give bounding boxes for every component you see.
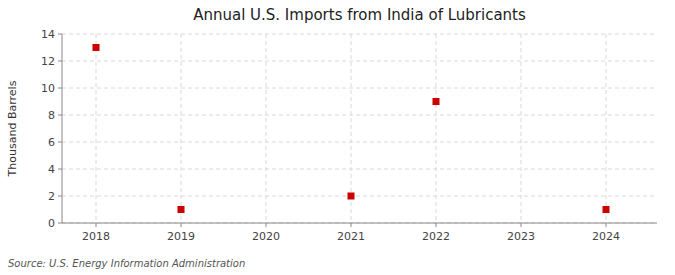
y-tick-label: 2 <box>48 190 55 203</box>
y-tick-label: 4 <box>48 163 55 176</box>
x-grid-line <box>266 34 267 223</box>
x-tick <box>266 223 267 227</box>
x-tick-label: 2023 <box>507 230 535 243</box>
y-tick-label: 8 <box>48 109 55 122</box>
y-tick <box>58 88 62 89</box>
y-tick <box>58 196 62 197</box>
x-tick <box>96 223 97 227</box>
y-tick-label: 12 <box>41 55 55 68</box>
y-axis-line <box>62 34 63 223</box>
grid <box>62 34 657 223</box>
x-tick <box>436 223 437 227</box>
y-tick <box>58 223 62 224</box>
y-tick <box>58 169 62 170</box>
x-grid-line <box>181 34 182 223</box>
y-tick <box>58 34 62 35</box>
source: Source: U.S. Energy Information Administ… <box>8 258 245 269</box>
x-tick-label: 2020 <box>252 230 280 243</box>
x-tick <box>351 223 352 227</box>
chart-svg: 2018 2019 2020 2021 2022 2023 2024 0 2 4 6 8 10 12 14 A… <box>0 0 675 275</box>
title: Annual U.S. Imports from India of Lubric… <box>193 6 526 24</box>
x-tick <box>181 223 182 227</box>
point <box>603 206 610 213</box>
y-grid-line <box>62 115 657 116</box>
y-tick <box>58 61 62 62</box>
y-grid-line <box>62 88 657 89</box>
y-axis-label: Thousand Barrels <box>6 80 19 177</box>
y-tick <box>58 115 62 116</box>
y-grid-line <box>62 196 657 197</box>
y-grid-line <box>62 169 657 170</box>
y-grid-line <box>62 34 657 35</box>
x-tick-label: 2018 <box>82 230 110 243</box>
x-tick-label: 2019 <box>167 230 195 243</box>
x-tick-label: 2022 <box>422 230 450 243</box>
x-tick <box>521 223 522 227</box>
point <box>93 44 100 51</box>
y-tick-label: 14 <box>41 28 55 41</box>
point <box>178 206 185 213</box>
points <box>93 44 610 213</box>
y-tick-label: 10 <box>41 82 55 95</box>
y-tick-label: 0 <box>48 217 55 230</box>
x-axis-line <box>62 223 657 224</box>
chart-container: 2018 2019 2020 2021 2022 2023 2024 0 2 4 6 8 10 12 14 A… <box>0 0 675 275</box>
y-tick <box>58 142 62 143</box>
x-grid-line <box>521 34 522 223</box>
point <box>433 98 440 105</box>
y-grid-line <box>62 61 657 62</box>
y-grid-line <box>62 142 657 143</box>
y-grid-line <box>62 223 657 224</box>
x-grid-line <box>96 34 97 223</box>
point <box>348 193 355 200</box>
x-grid-line <box>606 34 607 223</box>
x-tick-label: 2021 <box>337 230 365 243</box>
x-tick-label: 2024 <box>592 230 620 243</box>
y-tick-label: 6 <box>48 136 55 149</box>
x-tick <box>606 223 607 227</box>
x-grid-line <box>436 34 437 223</box>
